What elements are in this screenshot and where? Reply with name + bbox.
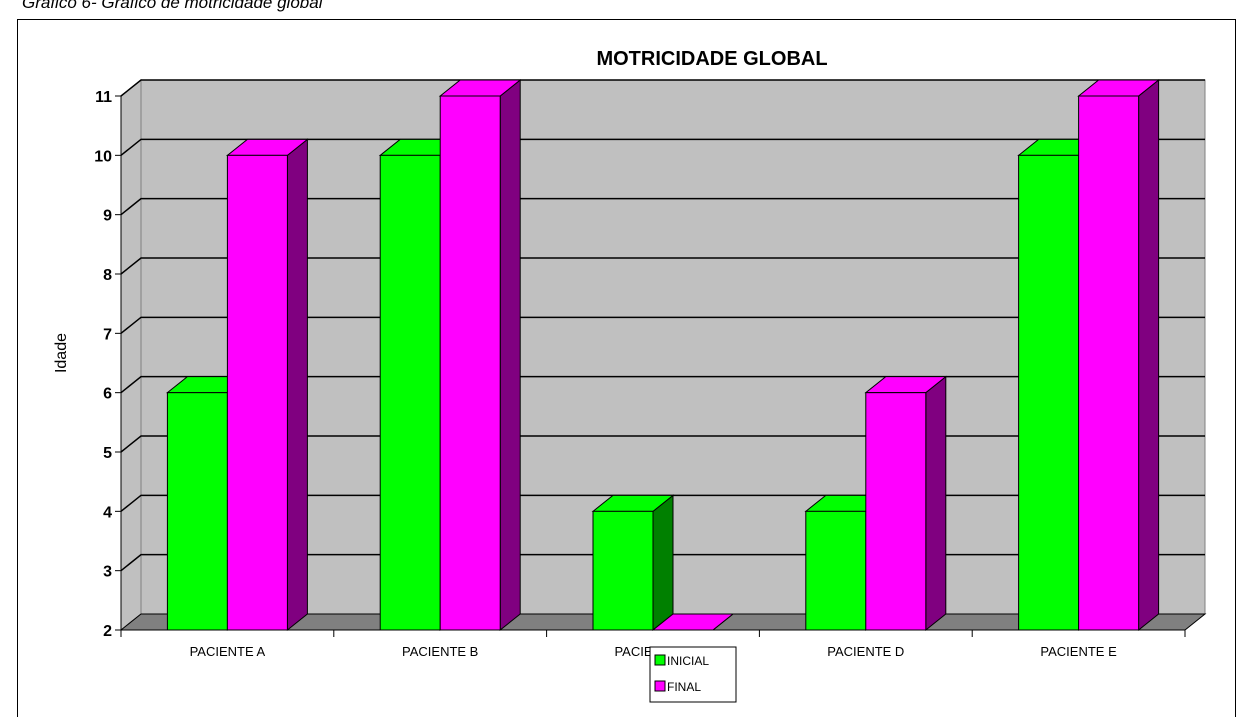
chart-frame: [17, 19, 1236, 717]
y-tick-label: 8: [103, 267, 112, 284]
bar-final: [1078, 95, 1140, 631]
side-wall: [120, 78, 142, 632]
gridline: [120, 375, 1205, 394]
legend-swatch: [654, 680, 666, 692]
chart-title: MOTRICIDADE GLOBAL: [596, 48, 827, 70]
bar-final: [226, 154, 288, 631]
legend-label: INICIAL: [667, 654, 709, 668]
gridline: [120, 257, 1205, 275]
bar-inicial: [805, 510, 867, 631]
x-tick-label: PACIENTE D: [827, 644, 904, 659]
gridline: [120, 316, 1205, 334]
gridline: [120, 138, 1205, 156]
gridline: [120, 79, 1205, 97]
y-tick-label: 6: [103, 386, 112, 403]
bar-inicial: [379, 154, 441, 631]
bar-inicial-side: [652, 494, 674, 632]
y-axis-label: Idade: [53, 333, 70, 373]
bar-final: [439, 95, 501, 631]
y-tick-label: 3: [103, 564, 112, 581]
bar-final-side: [286, 138, 308, 632]
bar-inicial: [1018, 154, 1080, 631]
x-tick-label: PACIENTE B: [402, 644, 478, 659]
gridline: [120, 435, 1205, 453]
x-tick-label: PACIENTE E: [1040, 644, 1117, 659]
y-tick-label: 4: [103, 504, 112, 521]
y-tick-label: 10: [94, 148, 112, 165]
legend-swatch: [654, 654, 666, 666]
bar-final: [865, 392, 927, 631]
figure-caption: Gráfico 6- Gráfico de motricidade global: [22, 0, 323, 12]
y-tick-label: 2: [103, 623, 112, 640]
y-tick-label: 11: [95, 89, 112, 106]
bar-inicial: [166, 392, 228, 631]
gridline: [120, 197, 1205, 216]
y-tick-label: 7: [103, 326, 112, 343]
x-tick-label: PACIENTE A: [190, 644, 266, 659]
bar-final-side: [925, 375, 947, 632]
legend-label: FINAL: [667, 680, 701, 694]
bar-final-top: [651, 613, 735, 631]
y-tick-label: 5: [103, 445, 112, 462]
y-tick-label: 9: [103, 208, 112, 225]
bar-final-side: [499, 78, 521, 632]
bar-final-side: [1138, 78, 1160, 632]
bar-inicial: [592, 510, 654, 631]
